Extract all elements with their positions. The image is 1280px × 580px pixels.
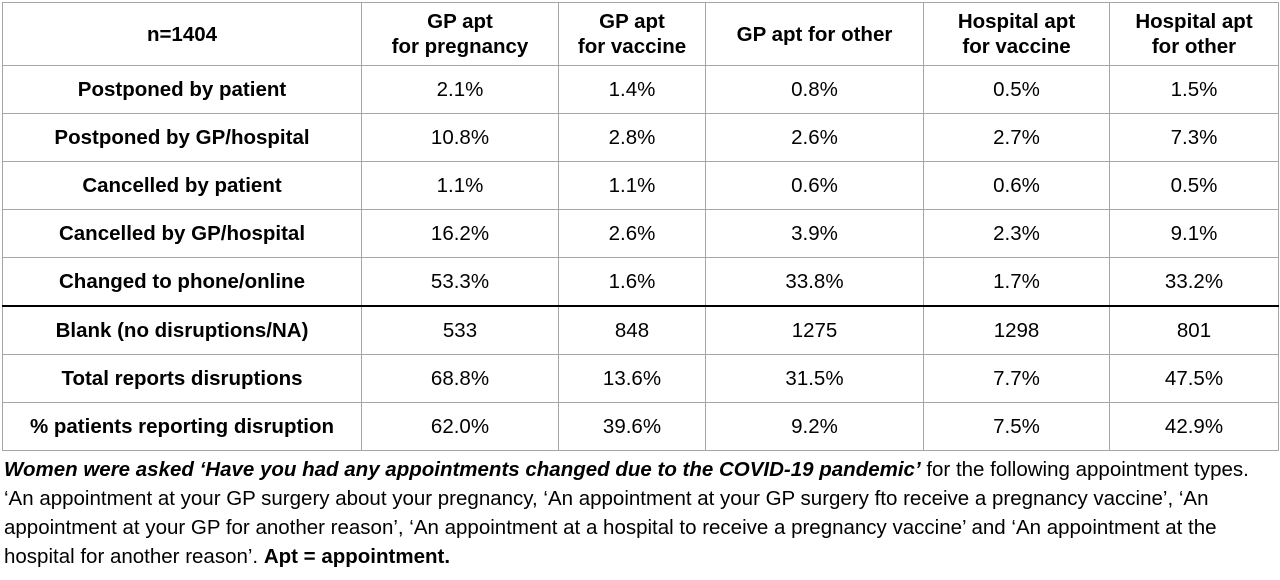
table-cell: 33.2% (1109, 257, 1279, 307)
table-cell: 801 (1109, 305, 1279, 355)
table-cell: 2.6% (705, 113, 924, 162)
caption-question: Women were asked ‘Have you had any appoi… (4, 458, 921, 481)
table-cell: 13.6% (558, 354, 706, 403)
table-row: % patients reporting disruption 62.0% 39… (2, 402, 1279, 451)
header-hospital-other: Hospital apt for other (1109, 2, 1279, 66)
row-label: % patients reporting disruption (2, 402, 362, 451)
header-gp-other: GP apt for other (705, 2, 924, 66)
table-cell: 53.3% (361, 257, 559, 307)
table-cell: 10.8% (361, 113, 559, 162)
disruption-table: n=1404 GP apt for pregnancy GP apt for vac… (2, 2, 1279, 451)
table-cell: 42.9% (1109, 402, 1279, 451)
table-cell: 7.5% (923, 402, 1110, 451)
row-label: Postponed by patient (2, 65, 362, 114)
table-cell: 2.3% (923, 209, 1110, 258)
table-row: Changed to phone/online 53.3% 1.6% 33.8%… (2, 257, 1279, 307)
table-row: Total reports disruptions 68.8% 13.6% 31… (2, 354, 1279, 403)
table-cell: 16.2% (361, 209, 559, 258)
row-label: Blank (no disruptions/NA) (2, 305, 362, 355)
header-row: n=1404 GP apt for pregnancy GP apt for vac… (2, 2, 1279, 66)
table-cell: 3.9% (705, 209, 924, 258)
corner-cell: n=1404 (2, 2, 362, 66)
caption-body: for the following appointment types. ‘An… (4, 458, 1249, 568)
table-cell: 39.6% (558, 402, 706, 451)
table-cell: 1.4% (558, 65, 706, 114)
table-caption: Women were asked ‘Have you had any appoi… (4, 455, 1274, 571)
table-cell: 9.2% (705, 402, 924, 451)
table-cell: 62.0% (361, 402, 559, 451)
table-row: Cancelled by patient 1.1% 1.1% 0.6% 0.6%… (2, 161, 1279, 210)
table-cell: 0.8% (705, 65, 924, 114)
table-cell: 68.8% (361, 354, 559, 403)
table-cell: 7.3% (1109, 113, 1279, 162)
table-cell: 1.1% (558, 161, 706, 210)
table-cell: 2.1% (361, 65, 559, 114)
table-cell: 848 (558, 305, 706, 355)
table-cell: 2.8% (558, 113, 706, 162)
table-row: Postponed by patient 2.1% 1.4% 0.8% 0.5%… (2, 65, 1279, 114)
table-cell: 33.8% (705, 257, 924, 307)
table-cell: 1.7% (923, 257, 1110, 307)
row-label: Total reports disruptions (2, 354, 362, 403)
table-cell: 47.5% (1109, 354, 1279, 403)
row-label: Cancelled by patient (2, 161, 362, 210)
table-row: Postponed by GP/hospital 10.8% 2.8% 2.6%… (2, 113, 1279, 162)
table-cell: 1298 (923, 305, 1110, 355)
table-cell: 9.1% (1109, 209, 1279, 258)
row-label: Cancelled by GP/hospital (2, 209, 362, 258)
caption-note: Apt = appointment. (263, 545, 451, 568)
table-row: Blank (no disruptions/NA) 533 848 1275 1… (2, 305, 1279, 355)
table-cell: 2.7% (923, 113, 1110, 162)
table-cell: 0.6% (923, 161, 1110, 210)
table-cell: 31.5% (705, 354, 924, 403)
table-cell: 7.7% (923, 354, 1110, 403)
table-cell: 1275 (705, 305, 924, 355)
row-label: Postponed by GP/hospital (2, 113, 362, 162)
table-cell: 533 (361, 305, 559, 355)
table-cell: 2.6% (558, 209, 706, 258)
row-label: Changed to phone/online (2, 257, 362, 307)
header-hospital-vaccine: Hospital apt for vaccine (923, 2, 1110, 66)
table-cell: 0.5% (923, 65, 1110, 114)
table-cell: 1.6% (558, 257, 706, 307)
table-cell: 1.1% (361, 161, 559, 210)
header-gp-vaccine: GP apt for vaccine (558, 2, 706, 66)
table-row: Cancelled by GP/hospital 16.2% 2.6% 3.9%… (2, 209, 1279, 258)
table-cell: 0.5% (1109, 161, 1279, 210)
header-gp-pregnancy: GP apt for pregnancy (361, 2, 559, 66)
table-cell: 0.6% (705, 161, 924, 210)
table-cell: 1.5% (1109, 65, 1279, 114)
